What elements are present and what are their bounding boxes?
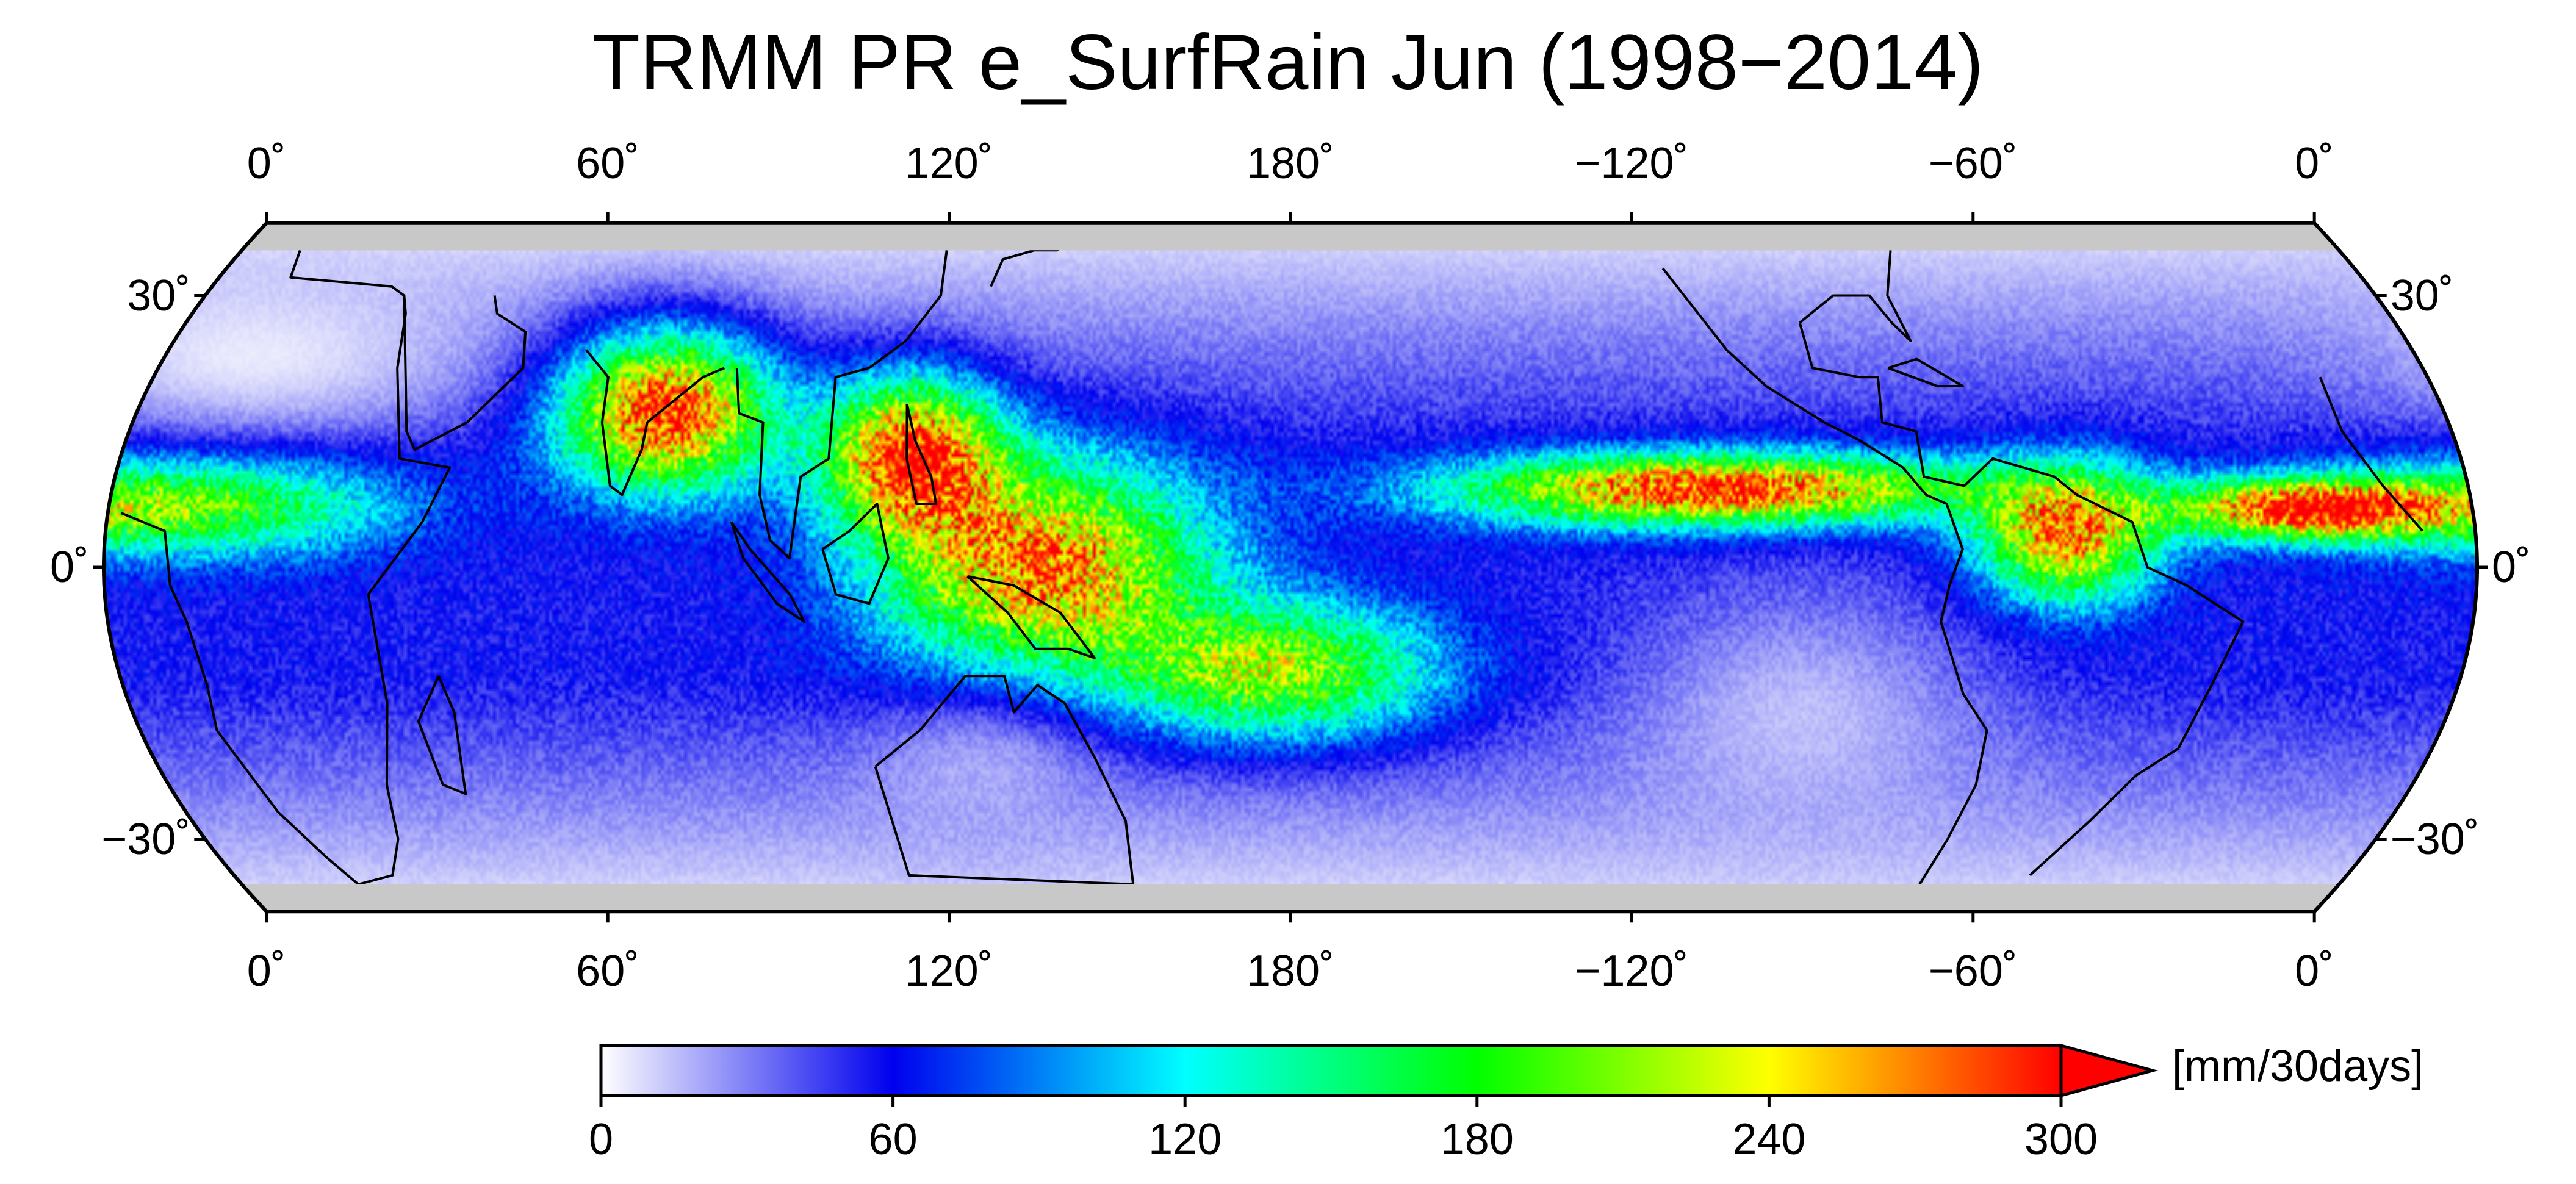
colorbar-tick-label: 180 — [1440, 1115, 1514, 1164]
longitude-label: 0˚ — [246, 947, 286, 996]
colorbar-tick-label: 120 — [1148, 1115, 1222, 1164]
latitude-label: 0˚ — [49, 543, 89, 592]
coastline — [990, 250, 1070, 287]
colorbar-tick-label: 60 — [868, 1115, 918, 1164]
coastline — [905, 404, 938, 505]
latitude-label: −30˚ — [2390, 814, 2480, 864]
coastline — [417, 675, 467, 795]
longitude-label: 120˚ — [905, 139, 993, 188]
longitude-label: 0˚ — [2295, 139, 2334, 188]
latitude-label: −30˚ — [101, 814, 191, 864]
coastline — [821, 503, 890, 605]
coastline — [735, 250, 948, 560]
longitude-label: 120˚ — [905, 947, 993, 996]
coastline — [1799, 250, 1912, 342]
coastline — [585, 349, 725, 497]
longitude-label: −60˚ — [1928, 139, 2018, 188]
coastlines — [120, 250, 2424, 884]
coastline — [403, 295, 527, 451]
page-title: TRMM PR e_SurfRain Jun (1998−2014) — [592, 19, 1984, 106]
colorbar-extend-triangle — [2059, 1043, 2159, 1098]
longitude-label: 0˚ — [246, 139, 286, 188]
coastline — [1887, 357, 1964, 387]
coastline — [966, 575, 1096, 659]
rain-field — [104, 250, 2477, 884]
latitude-label: 30˚ — [2390, 271, 2454, 320]
longitude-label: 180˚ — [1246, 139, 1335, 188]
longitude-label: −120˚ — [1575, 947, 1689, 996]
colorbar — [599, 1043, 2159, 1107]
longitude-label: 60˚ — [576, 947, 640, 996]
colorbar-tick-label: 240 — [1732, 1115, 1806, 1164]
map-ticks — [93, 212, 2488, 923]
longitude-label: −60˚ — [1928, 947, 2018, 996]
colorbar-gradient — [599, 1044, 2063, 1097]
longitude-label: 60˚ — [576, 139, 640, 188]
coastline — [1798, 322, 2245, 877]
coastline — [1661, 267, 1988, 884]
coastline — [289, 250, 452, 884]
latitude-label: 30˚ — [127, 271, 191, 320]
coastline — [120, 376, 2424, 884]
colorbar-tick-label: 0 — [588, 1115, 614, 1164]
longitude-label: 0˚ — [2295, 947, 2334, 996]
longitude-label: 180˚ — [1246, 947, 1335, 996]
coastline — [874, 675, 1135, 884]
latitude-label: 0˚ — [2491, 543, 2531, 592]
colorbar-ticks — [599, 1096, 2063, 1107]
colorbar-tick-label: 300 — [2024, 1115, 2098, 1164]
colorbar-unit: [mm/30days] — [2172, 1042, 2424, 1091]
coastline — [730, 521, 806, 623]
longitude-label: −120˚ — [1575, 139, 1689, 188]
